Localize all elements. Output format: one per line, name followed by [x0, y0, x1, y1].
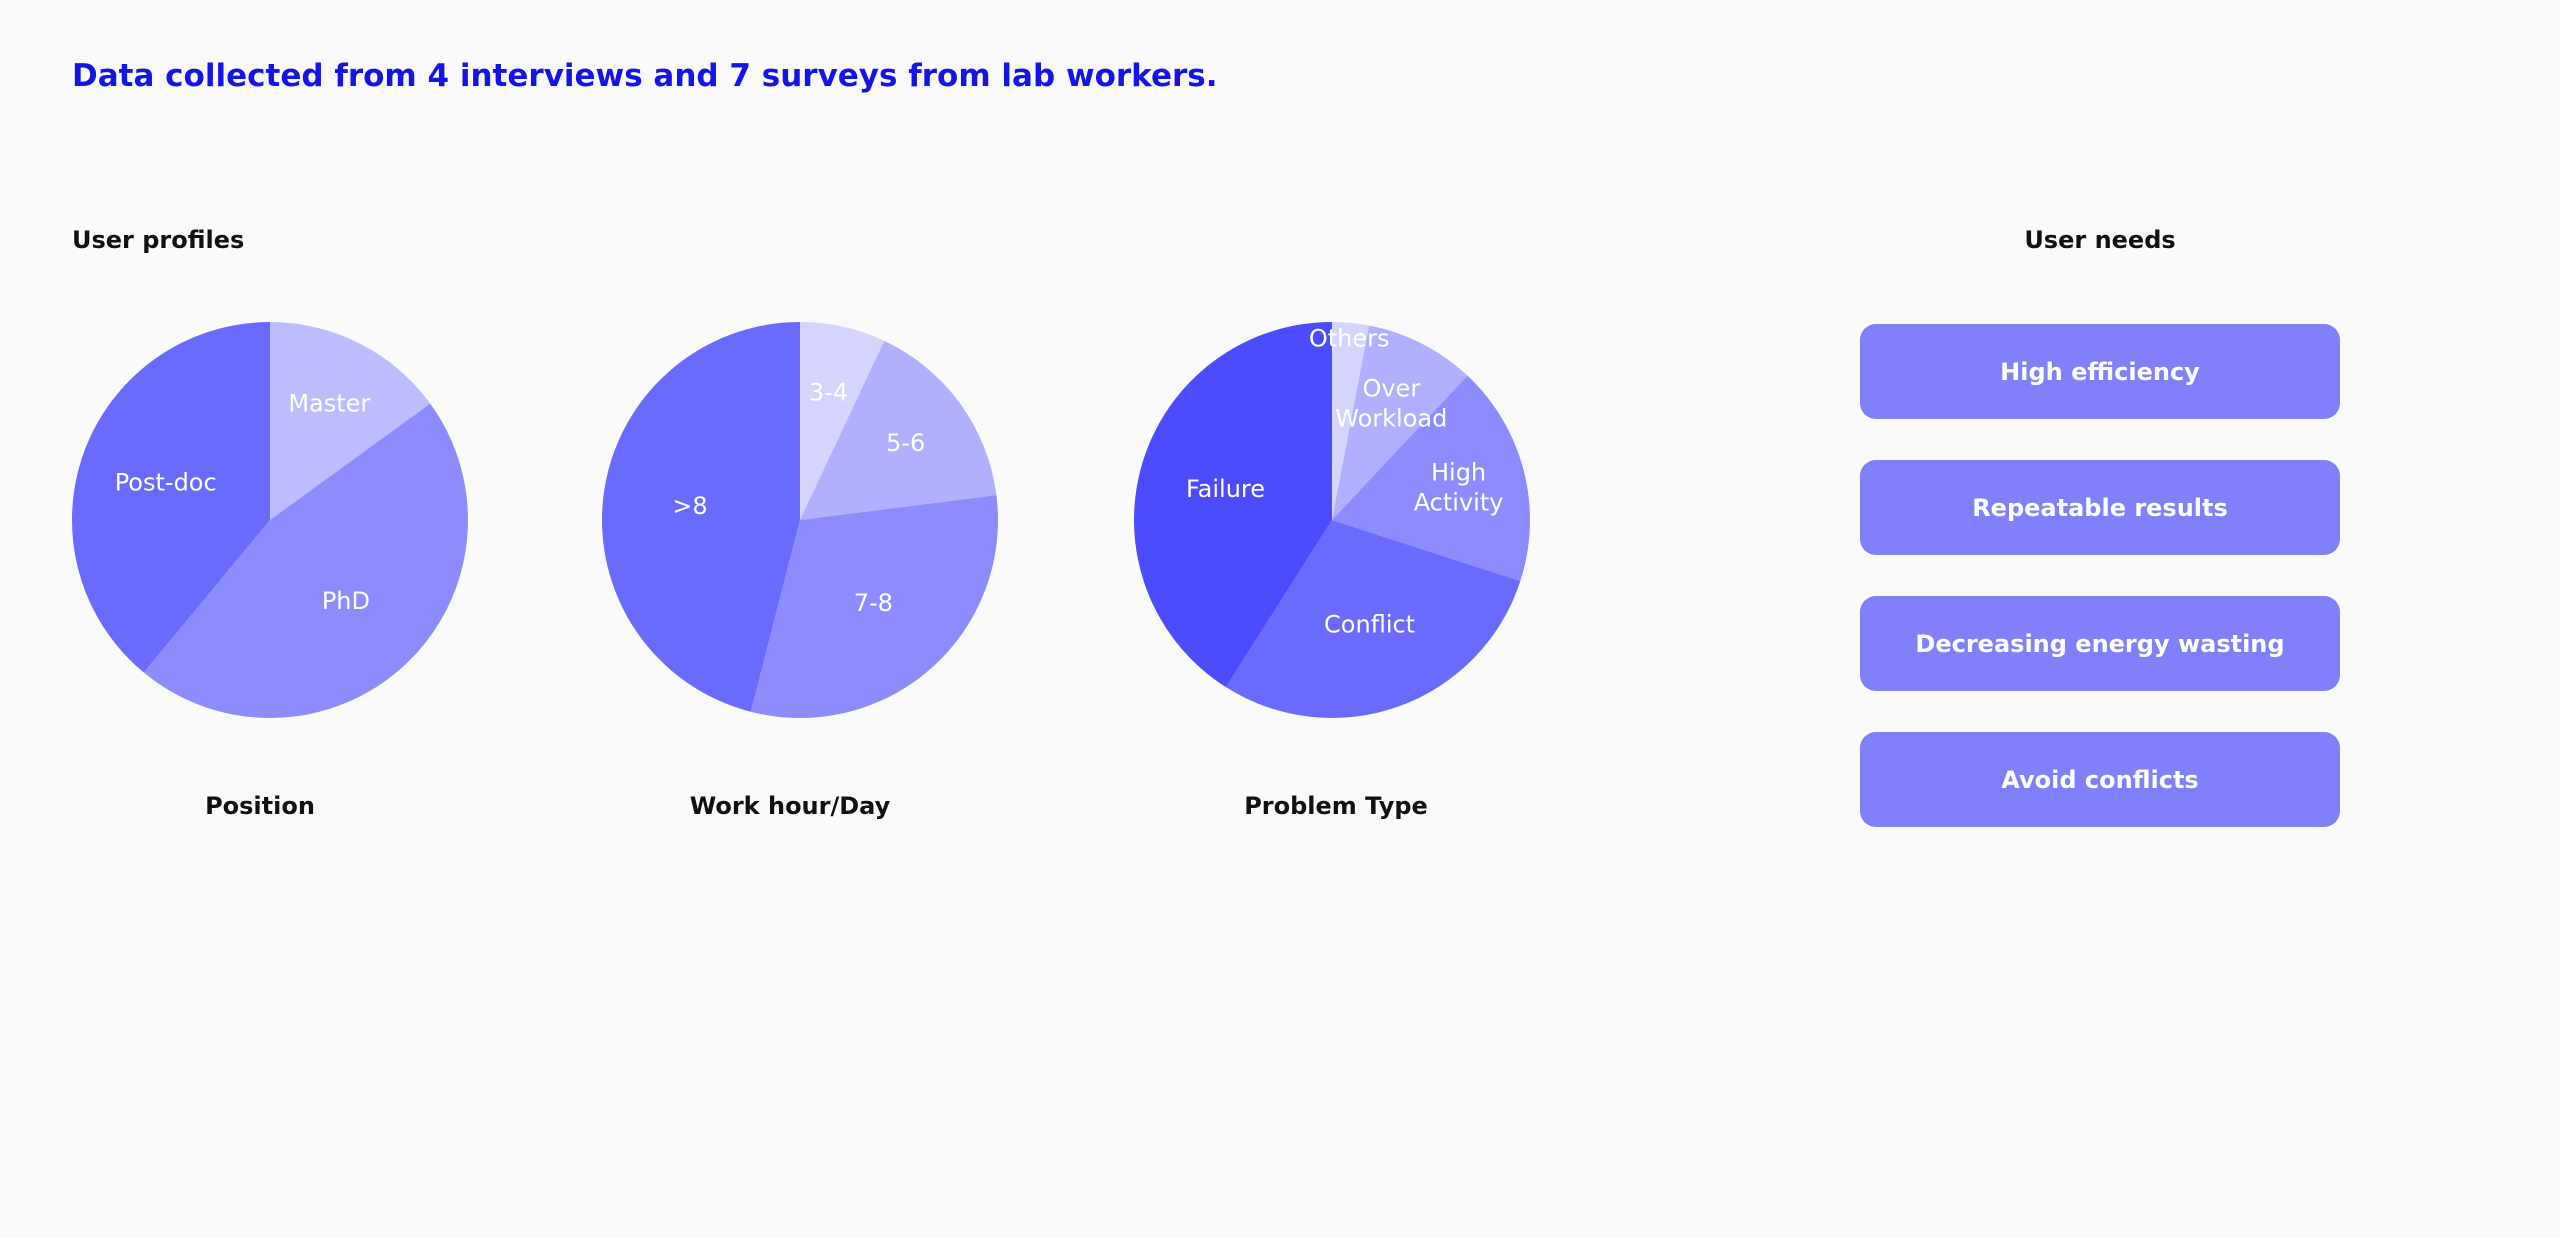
pie-slice-master [270, 322, 431, 520]
slice-label-high-activity: High Activity [1414, 459, 1504, 517]
slice-label-7-8: 7-8 [854, 589, 893, 617]
pie-slice-7-8 [750, 495, 998, 718]
slice-label-master: Master [288, 390, 370, 418]
position-pie-chart: Master PhD Post-doc [72, 322, 468, 718]
user-profiles-heading: User profiles [72, 226, 245, 254]
user-needs-list: High efficiency Repeatable results Decre… [1860, 324, 2340, 827]
need-card-repeatable-results[interactable]: Repeatable results [1860, 460, 2340, 555]
slice-label-failure: Failure [1186, 475, 1265, 503]
pie-slice-8 [602, 322, 800, 712]
pie-slice-failure [1134, 322, 1332, 688]
need-card-avoid-conflicts[interactable]: Avoid conflicts [1860, 732, 2340, 827]
headline: Data collected from 4 interviews and 7 s… [72, 58, 1218, 94]
work-hour-chart-title: Work hour/Day [689, 792, 891, 820]
problem-type-chart-title: Problem Type [1244, 792, 1428, 820]
slice-label-conflict: Conflict [1324, 610, 1415, 638]
pie-slice-over-workload [1332, 325, 1468, 520]
pie-slice-3-4 [800, 322, 885, 520]
slice-label-over-workload: Over Workload [1335, 375, 1447, 433]
need-card-high-efficiency[interactable]: High efficiency [1860, 324, 2340, 419]
pie-slice-phd [143, 403, 468, 718]
slice-label-phd: PhD [322, 587, 370, 615]
slice-label-others: Others [1309, 325, 1390, 353]
need-card-decreasing-energy-wasting[interactable]: Decreasing energy wasting [1860, 596, 2340, 691]
user-needs-heading: User needs [2024, 226, 2176, 254]
slice-label-8: >8 [672, 492, 707, 520]
pie-slice-post-doc [72, 322, 270, 673]
slice-label-post-doc: Post-doc [115, 468, 217, 496]
position-chart-title: Position [205, 792, 315, 820]
work-hour-pie-chart: 3-4 5-6 7-8 >8 [602, 322, 998, 718]
pie-slice-5-6 [800, 340, 997, 520]
pie-slice-high-activity [1332, 375, 1530, 582]
slice-label-5-6: 5-6 [886, 429, 925, 457]
pie-slice-conflict [1225, 520, 1521, 718]
problem-type-pie-chart: Others Over Workload High Activity Conflict Fa… [1134, 322, 1530, 718]
pie-slice-others [1332, 322, 1370, 520]
slice-label-3-4: 3-4 [809, 378, 848, 406]
